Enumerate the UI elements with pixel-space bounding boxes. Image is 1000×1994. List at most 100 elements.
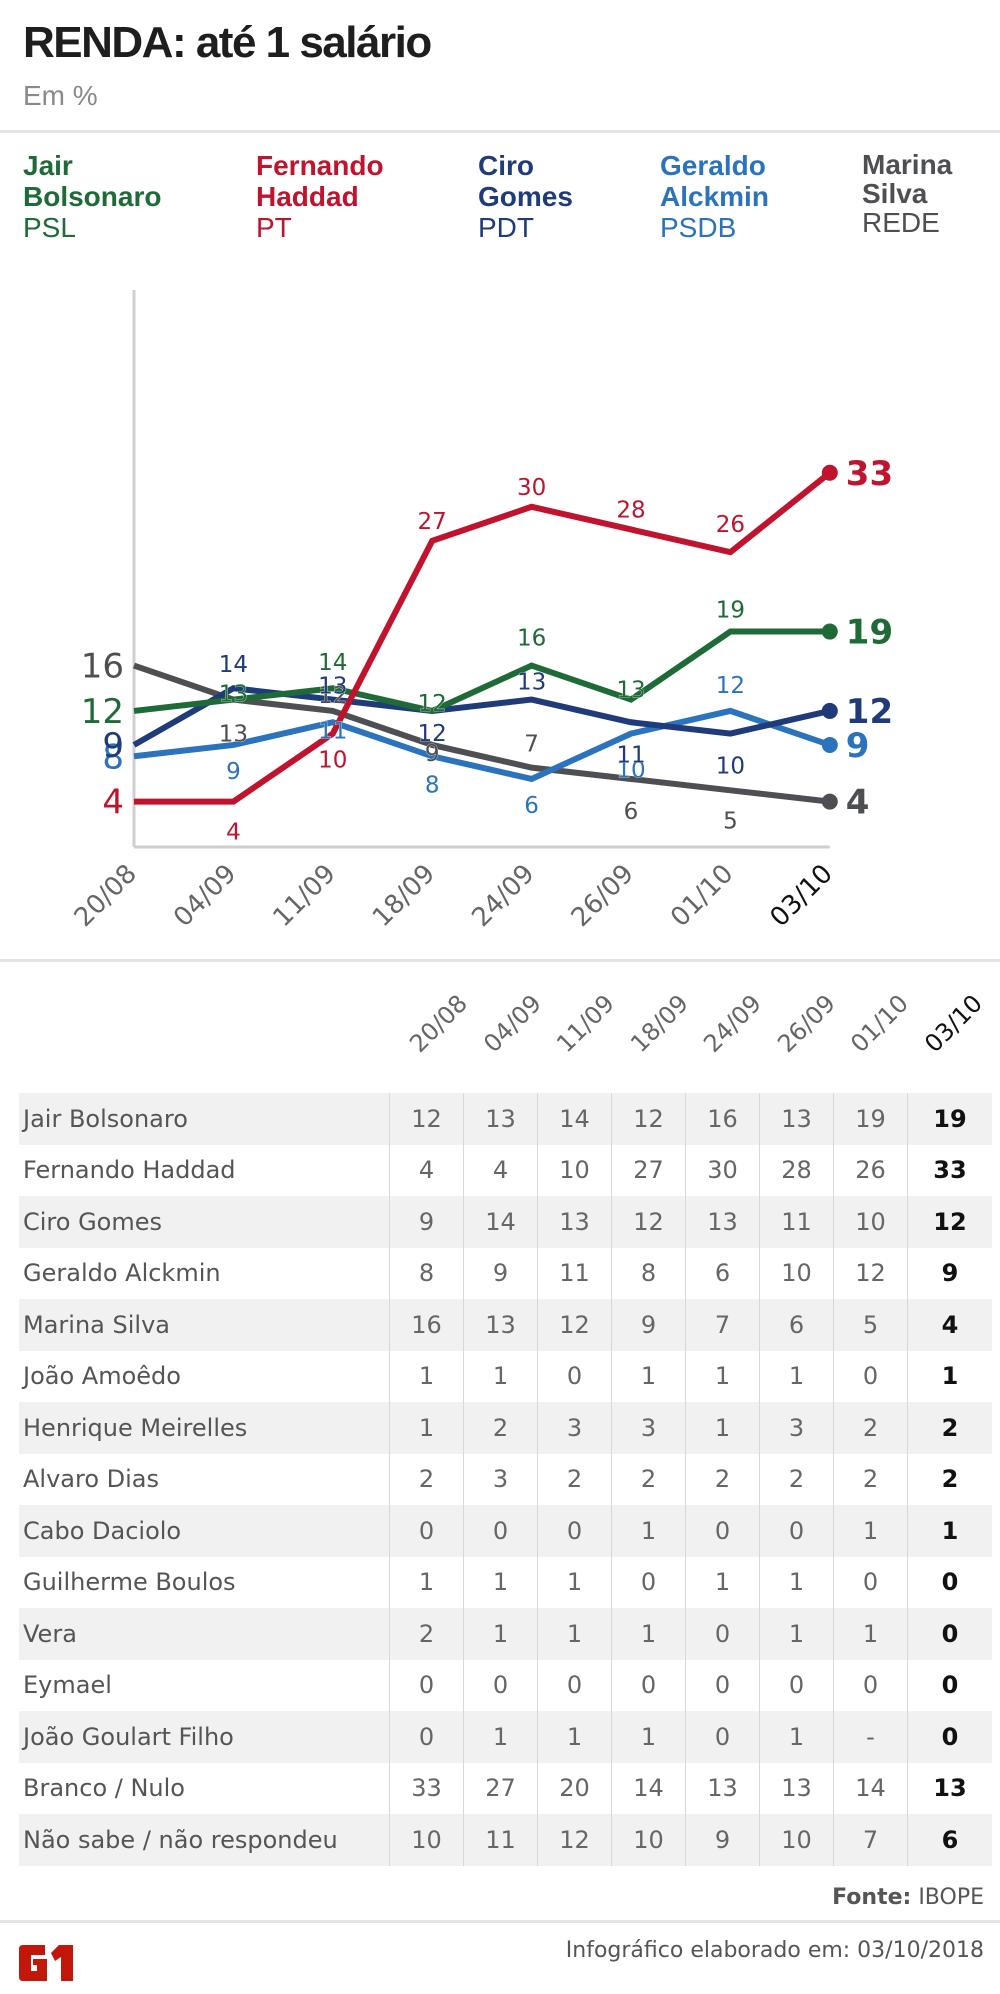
start-value-label: 16 — [81, 647, 124, 687]
source-value: IBOPE — [918, 1885, 984, 1910]
value-cell: 1 — [759, 1556, 834, 1608]
data-label: 12 — [418, 691, 447, 717]
start-value-label: 8 — [102, 737, 124, 777]
value-cell: 26 — [833, 1144, 908, 1196]
series-endpoint-marker — [821, 623, 838, 640]
data-label: 13 — [219, 722, 248, 748]
table-column-header: 20/08 — [404, 989, 473, 1058]
value-cell: 0 — [685, 1505, 760, 1557]
data-label: 5 — [723, 808, 738, 834]
value-cell: 14 — [611, 1762, 686, 1814]
value-cell: 0 — [463, 1659, 538, 1711]
table-row: Alvaro Dias 2 3 2 2 2 2 2 2 — [19, 1453, 992, 1505]
table-row: Jair Bolsonaro 12 13 14 12 16 13 19 19 — [19, 1093, 992, 1145]
value-cell: 9 — [685, 1814, 760, 1866]
value-cell: 0 — [611, 1556, 686, 1608]
value-cell: 2 — [389, 1608, 464, 1660]
value-cell: 10 — [611, 1814, 686, 1866]
value-cell: 1 — [833, 1505, 908, 1557]
candidate-name-cell: Não sabe / não respondeu — [19, 1814, 390, 1866]
value-cell: 13 — [759, 1762, 834, 1814]
series-endpoint-marker — [821, 736, 838, 753]
value-cell: 12 — [389, 1093, 464, 1145]
data-label: 11 — [318, 718, 347, 744]
latest-value-cell: 2 — [907, 1402, 992, 1454]
data-label: 6 — [624, 799, 639, 825]
data-label: 30 — [517, 475, 546, 501]
value-cell: - — [833, 1711, 908, 1763]
value-cell: 1 — [759, 1711, 834, 1763]
value-cell: 0 — [685, 1711, 760, 1763]
latest-value-cell: 33 — [907, 1144, 992, 1196]
credit: Infográfico elaborado em: 03/10/2018 — [565, 1938, 984, 1963]
table-column-header: 11/09 — [551, 989, 620, 1058]
latest-value-cell: 2 — [907, 1453, 992, 1505]
data-label: 8 — [425, 772, 440, 798]
series-endpoint-marker — [821, 702, 838, 719]
value-cell: 0 — [685, 1608, 760, 1660]
latest-value-cell: 1 — [907, 1350, 992, 1402]
start-value-label: 12 — [81, 692, 124, 732]
candidate-name-cell: Alvaro Dias — [23, 1465, 160, 1494]
legend-party: PT — [256, 212, 292, 243]
table-column-header: 03/10 — [918, 989, 988, 1058]
data-label: 13 — [616, 678, 645, 704]
header-divider — [0, 130, 1000, 133]
table-row: Fernando Haddad 4 4 10 27 30 28 26 33 — [19, 1144, 992, 1196]
data-label: 10 — [616, 758, 645, 784]
series-line-fernando-haddad — [134, 470, 832, 805]
value-cell: 3 — [463, 1453, 538, 1505]
value-cell: 10 — [833, 1196, 908, 1248]
value-cell: 1 — [685, 1402, 760, 1454]
data-label: 10 — [716, 754, 745, 780]
value-cell: 1 — [611, 1505, 686, 1557]
value-cell: 12 — [611, 1093, 686, 1145]
data-label: 11 — [616, 742, 645, 768]
data-label: 6 — [524, 793, 539, 819]
value-cell: 11 — [759, 1196, 834, 1248]
table-row: Henrique Meirelles 1 2 3 3 1 3 2 2 — [19, 1402, 992, 1454]
x-tick-label: 24/09 — [466, 859, 540, 933]
value-cell: 9 — [389, 1196, 464, 1248]
source: Fonte: IBOPE — [832, 1885, 984, 1910]
table-row: Guilherme Boulos 1 1 1 0 1 1 0 0 — [19, 1556, 992, 1608]
data-label: 13 — [318, 674, 347, 700]
value-cell: 0 — [389, 1711, 464, 1763]
x-tick-label: 03/10 — [765, 859, 839, 933]
table-column-headers: 20/08 04/09 11/09 18/09 24/09 26/09 01/10 03/10 — [0, 989, 1000, 1080]
data-label: 14 — [318, 650, 347, 676]
series-line-marina-silva — [133, 662, 831, 805]
data-label: 9 — [425, 741, 440, 767]
value-cell: 10 — [759, 1814, 834, 1866]
value-cell: 2 — [833, 1402, 908, 1454]
legend-item-marina: Marina Silva REDE — [862, 150, 952, 237]
value-cell: 1 — [389, 1402, 464, 1454]
latest-value-cell: 13 — [907, 1762, 992, 1814]
value-cell: 4 — [463, 1144, 538, 1196]
candidate-name-cell: João Amoêdo — [23, 1362, 181, 1391]
value-cell: 12 — [611, 1196, 686, 1248]
value-cell: 1 — [463, 1711, 538, 1763]
end-value-label: 19 — [846, 613, 893, 653]
series-endpoint-marker — [821, 793, 838, 810]
value-cell: 9 — [611, 1299, 686, 1351]
x-tick-label: 01/10 — [665, 859, 739, 933]
end-value-label: 33 — [846, 454, 893, 494]
value-cell: 1 — [833, 1608, 908, 1660]
value-cell: 12 — [537, 1299, 612, 1351]
value-cell: 14 — [537, 1093, 612, 1145]
candidate-name-cell: Branco / Nulo — [23, 1774, 185, 1803]
legend-name: Marina Silva — [862, 149, 953, 209]
value-cell: 0 — [537, 1350, 612, 1402]
source-label: Fonte: — [832, 1885, 912, 1910]
value-cell: 1 — [463, 1350, 538, 1402]
legend-party: PSDB — [660, 212, 737, 243]
table-row: Branco / Nulo 33 27 20 14 13 13 14 13 — [19, 1762, 992, 1814]
value-cell: 0 — [833, 1350, 908, 1402]
value-cell: 2 — [537, 1453, 612, 1505]
table-row: Geraldo Alckmin 8 9 11 8 6 10 12 9 — [19, 1247, 992, 1299]
data-label: 28 — [616, 497, 645, 523]
value-cell: 13 — [463, 1093, 538, 1145]
value-cell: 20 — [537, 1762, 612, 1814]
